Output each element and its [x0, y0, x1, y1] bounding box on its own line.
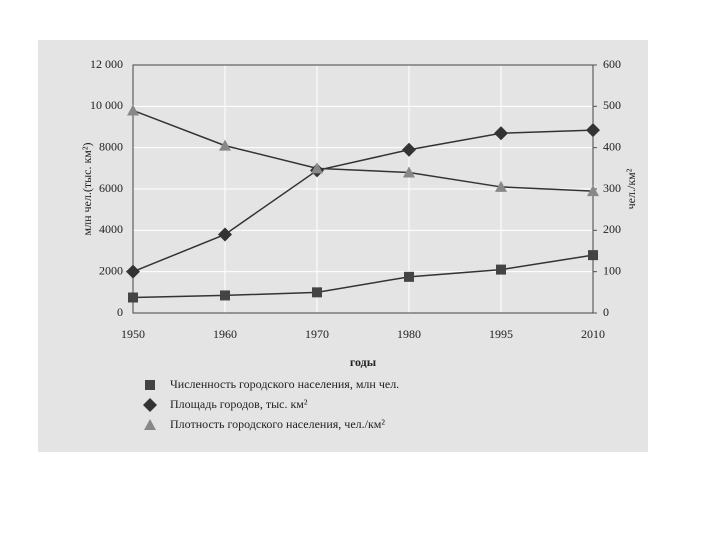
y2-tick-label: 0	[603, 305, 609, 319]
series-line	[132, 129, 594, 273]
y-tick-label: 12 000	[90, 57, 123, 71]
marker-triangle	[403, 166, 415, 178]
y-axis-label: млн чел.(тыс. км²)	[80, 142, 94, 235]
y2-tick-label: 600	[603, 57, 621, 71]
marker-diamond	[143, 398, 157, 412]
marker-square	[588, 250, 598, 261]
marker-square	[128, 292, 138, 303]
y2-tick-label: 200	[603, 222, 621, 236]
x-tick-label: 1970	[305, 327, 329, 341]
x-tick-label: 2010	[581, 327, 605, 341]
legend-entry: Численность городского населения, млн че…	[170, 377, 399, 391]
marker-square	[220, 290, 230, 301]
marker-square	[145, 380, 155, 390]
x-tick-label: 1950	[121, 327, 145, 341]
marker-diamond	[218, 227, 232, 242]
x-axis-label: годы	[350, 355, 377, 369]
scan-background	[38, 40, 648, 452]
x-tick-label: 1960	[213, 327, 237, 341]
y-tick-label: 8000	[99, 139, 123, 153]
legend-entry: Площадь городов, тыс. км²	[170, 397, 308, 411]
y2-axis-label: чел./км²	[624, 168, 638, 209]
marker-triangle	[587, 185, 599, 197]
marker-square	[312, 287, 322, 298]
series-line	[132, 254, 594, 299]
marker-square	[404, 271, 414, 282]
marker-triangle	[311, 162, 323, 174]
y-tick-label: 10 000	[90, 98, 123, 112]
marker-triangle	[144, 419, 156, 430]
marker-diamond	[586, 123, 600, 138]
marker-triangle	[495, 180, 507, 192]
x-tick-label: 1995	[489, 327, 513, 341]
y2-tick-label: 400	[603, 139, 621, 153]
y-tick-label: 0	[117, 305, 123, 319]
legend-entry: Плотность городского населения, чел./км²	[170, 417, 385, 431]
marker-diamond	[402, 142, 416, 157]
y-tick-label: 6000	[99, 181, 123, 195]
y2-tick-label: 500	[603, 98, 621, 112]
marker-triangle	[127, 104, 139, 116]
marker-square	[496, 264, 506, 275]
y2-tick-label: 300	[603, 181, 621, 195]
marker-triangle	[219, 139, 231, 151]
y-tick-label: 2000	[99, 263, 123, 277]
marker-diamond	[494, 126, 508, 141]
y2-tick-label: 100	[603, 263, 621, 277]
x-tick-label: 1980	[397, 327, 421, 341]
y-tick-label: 4000	[99, 222, 123, 236]
marker-diamond	[126, 264, 140, 279]
series-line	[132, 109, 594, 192]
